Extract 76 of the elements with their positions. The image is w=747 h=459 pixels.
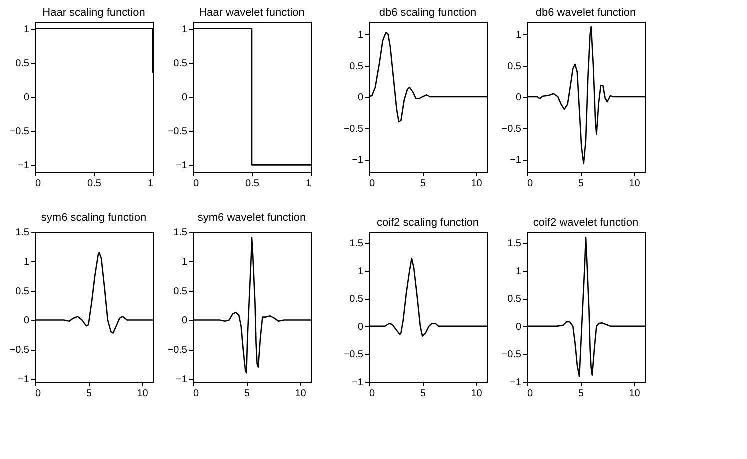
x-tick-label: 5 bbox=[86, 388, 92, 400]
y-tick-label: 0.5 bbox=[174, 286, 188, 298]
x-tick-label: 0 bbox=[528, 178, 534, 190]
x-tick-label: 0 bbox=[36, 388, 42, 400]
x-tick-label: 0.5 bbox=[246, 178, 260, 190]
y-tick-label: 1.5 bbox=[16, 228, 30, 238]
x-tick-label: 5 bbox=[578, 178, 584, 190]
y-tick-label: 0.5 bbox=[174, 58, 188, 70]
x-tick-label: 0 bbox=[370, 178, 376, 190]
y-tick-label: 0 bbox=[358, 322, 364, 333]
y-tick-label: −1 bbox=[510, 155, 522, 166]
y-tick-label: −1 bbox=[352, 155, 364, 166]
y-tick-label: −0.5 bbox=[10, 126, 30, 138]
x-tick-label: 10 bbox=[295, 388, 307, 400]
chart-title: sym6 scaling function bbox=[41, 212, 147, 224]
x-tick-label: 5 bbox=[420, 388, 426, 400]
chart-title: db6 scaling function bbox=[379, 7, 477, 19]
y-tick-label: −0.5 bbox=[344, 124, 364, 135]
y-tick-label: −1 bbox=[176, 160, 188, 172]
y-tick-label: 1 bbox=[516, 266, 522, 278]
y-tick-label: 0 bbox=[24, 316, 30, 327]
y-tick-label: 1 bbox=[182, 24, 188, 36]
x-tick-label: 1 bbox=[306, 178, 312, 190]
y-tick-label: −1 bbox=[18, 374, 30, 386]
y-tick-label: 0.5 bbox=[508, 61, 522, 72]
y-tick-label: 1 bbox=[24, 256, 30, 268]
y-tick-label: 0.5 bbox=[16, 58, 30, 70]
y-tick-label: 0 bbox=[516, 322, 522, 333]
x-tick-label: 10 bbox=[629, 178, 641, 190]
y-tick-label: −0.5 bbox=[502, 350, 522, 361]
x-tick-label: 10 bbox=[471, 178, 483, 190]
y-tick-label: −0.5 bbox=[344, 350, 364, 361]
y-tick-label: −1 bbox=[18, 160, 30, 172]
chart-title: db6 wavelet function bbox=[536, 7, 636, 19]
x-tick-label: 0 bbox=[194, 388, 200, 400]
x-tick-label: 0 bbox=[36, 178, 42, 190]
y-tick-label: 0.5 bbox=[16, 286, 30, 298]
y-tick-label: −1 bbox=[352, 378, 364, 388]
y-tick-label: 0 bbox=[182, 92, 188, 104]
x-tick-label: 0.5 bbox=[88, 178, 102, 190]
y-tick-label: 1 bbox=[358, 30, 364, 41]
x-tick-label: 10 bbox=[471, 388, 483, 400]
chart-title: sym6 wavelet function bbox=[198, 212, 306, 224]
x-tick-label: 5 bbox=[578, 388, 584, 400]
y-tick-label: −0.5 bbox=[168, 345, 188, 356]
y-tick-label: 0 bbox=[516, 92, 522, 104]
y-tick-label: −0.5 bbox=[168, 126, 188, 138]
y-tick-label: 0.5 bbox=[350, 294, 364, 306]
y-tick-label: −0.5 bbox=[10, 345, 30, 356]
y-tick-label: −1 bbox=[176, 374, 188, 386]
y-tick-label: 0.5 bbox=[508, 294, 522, 306]
x-tick-label: 0 bbox=[370, 388, 376, 400]
chart-title: Haar scaling function bbox=[42, 7, 146, 19]
y-tick-label: 1.5 bbox=[350, 238, 364, 250]
x-tick-label: 0 bbox=[528, 388, 534, 400]
chart-title: coif2 scaling function bbox=[376, 217, 480, 229]
x-tick-label: 0 bbox=[194, 178, 200, 190]
x-tick-label: 5 bbox=[244, 388, 250, 400]
chart-title: Haar wavelet function bbox=[199, 7, 305, 19]
chart-title: coif2 wavelet function bbox=[533, 217, 639, 229]
y-tick-label: 0 bbox=[182, 316, 188, 327]
y-tick-label: 0 bbox=[358, 92, 364, 104]
x-tick-label: 5 bbox=[420, 178, 426, 190]
x-tick-label: 1 bbox=[148, 178, 154, 190]
y-tick-label: 0 bbox=[24, 92, 30, 104]
y-tick-label: 1 bbox=[24, 24, 30, 36]
y-tick-label: 1 bbox=[516, 30, 522, 41]
x-tick-label: 10 bbox=[137, 388, 149, 400]
y-tick-label: −0.5 bbox=[502, 124, 522, 135]
x-tick-label: 10 bbox=[629, 388, 641, 400]
y-tick-label: 1.5 bbox=[174, 228, 188, 238]
y-tick-label: 1.5 bbox=[508, 238, 522, 250]
y-tick-label: 1 bbox=[358, 266, 364, 278]
y-tick-label: 1 bbox=[182, 256, 188, 268]
y-tick-label: −1 bbox=[510, 378, 522, 388]
y-tick-label: 0.5 bbox=[350, 61, 364, 72]
